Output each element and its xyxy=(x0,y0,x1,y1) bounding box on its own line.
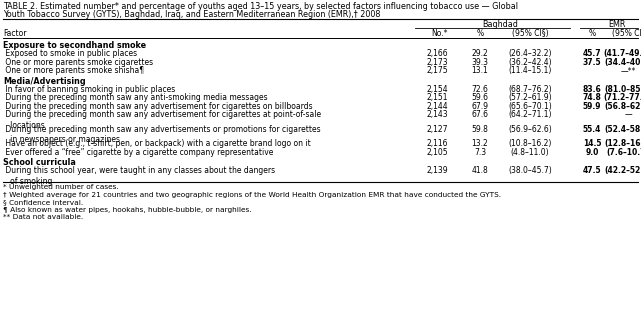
Text: One or more parents smoke cigarettes: One or more parents smoke cigarettes xyxy=(3,58,153,66)
Text: 13.2: 13.2 xyxy=(472,139,488,148)
Text: (65.6–70.1): (65.6–70.1) xyxy=(508,102,552,111)
Text: 29.2: 29.2 xyxy=(472,49,488,58)
Text: Ever offered a “free” cigarette by a cigarette company representative: Ever offered a “free” cigarette by a cig… xyxy=(3,148,273,156)
Text: (56.8–62.9): (56.8–62.9) xyxy=(604,102,641,111)
Text: 14.5: 14.5 xyxy=(583,139,601,148)
Text: (10.8–16.2): (10.8–16.2) xyxy=(508,139,552,148)
Text: (26.4–32.2): (26.4–32.2) xyxy=(508,49,552,58)
Text: 13.1: 13.1 xyxy=(472,66,488,75)
Text: (38.0–45.7): (38.0–45.7) xyxy=(508,166,552,175)
Text: (57.2–61.9): (57.2–61.9) xyxy=(508,93,552,102)
Text: 72.6: 72.6 xyxy=(472,85,488,94)
Text: 2,173: 2,173 xyxy=(426,58,448,66)
Text: § Confidence interval.: § Confidence interval. xyxy=(3,199,83,205)
Text: 47.5: 47.5 xyxy=(583,166,601,175)
Text: 41.8: 41.8 xyxy=(472,166,488,175)
Text: 2,175: 2,175 xyxy=(426,66,448,75)
Text: (12.8–16.4): (12.8–16.4) xyxy=(604,139,641,148)
Text: 55.4: 55.4 xyxy=(583,125,601,134)
Text: (7.6–10.7): (7.6–10.7) xyxy=(606,148,641,156)
Text: (42.2–52.8): (42.2–52.8) xyxy=(604,166,641,175)
Text: Have an object (e.g., t-shirt, pen, or backpack) with a cigarette brand logo on : Have an object (e.g., t-shirt, pen, or b… xyxy=(3,139,311,148)
Text: —**: —** xyxy=(620,66,636,75)
Text: 2,127: 2,127 xyxy=(426,125,448,134)
Text: (41.7–49.8): (41.7–49.8) xyxy=(604,49,641,58)
Text: No.*: No.* xyxy=(431,29,448,38)
Text: (11.4–15.1): (11.4–15.1) xyxy=(508,66,552,75)
Text: —: — xyxy=(624,110,632,119)
Text: One or more parents smoke shisha¶: One or more parents smoke shisha¶ xyxy=(3,66,144,75)
Text: 67.9: 67.9 xyxy=(472,102,488,111)
Text: 9.0: 9.0 xyxy=(585,148,599,156)
Text: 74.8: 74.8 xyxy=(583,93,601,102)
Text: (95% CI): (95% CI) xyxy=(612,29,641,38)
Text: 2,143: 2,143 xyxy=(426,110,448,119)
Text: * Unweighted number of cases.: * Unweighted number of cases. xyxy=(3,184,119,190)
Text: %: % xyxy=(476,29,483,38)
Text: 7.3: 7.3 xyxy=(474,148,486,156)
Text: Factor: Factor xyxy=(3,29,26,38)
Text: 59.6: 59.6 xyxy=(472,93,488,102)
Text: EMR: EMR xyxy=(608,20,625,29)
Text: ¶ Also known as water pipes, hookahs, hubble-bubble, or narghiles.: ¶ Also known as water pipes, hookahs, hu… xyxy=(3,207,252,213)
Text: During the preceding month saw any advertisements or promotions for cigarettes
 : During the preceding month saw any adver… xyxy=(3,125,320,144)
Text: During the preceding month saw any anti-smoking media messages: During the preceding month saw any anti-… xyxy=(3,93,268,102)
Text: (56.9–62.6): (56.9–62.6) xyxy=(508,125,552,134)
Text: (71.2–77.9): (71.2–77.9) xyxy=(604,93,641,102)
Text: 83.6: 83.6 xyxy=(583,85,601,94)
Text: School curricula: School curricula xyxy=(3,158,76,167)
Text: 39.3: 39.3 xyxy=(472,58,488,66)
Text: 2,105: 2,105 xyxy=(426,148,448,156)
Text: 59.8: 59.8 xyxy=(472,125,488,134)
Text: (52.4–58.4): (52.4–58.4) xyxy=(604,125,641,134)
Text: 2,166: 2,166 xyxy=(426,49,448,58)
Text: Media/Advertising: Media/Advertising xyxy=(3,76,86,86)
Text: Youth Tobacco Survey (GYTS), Baghdad, Iraq, and Eastern Mediterranean Region (EM: Youth Tobacco Survey (GYTS), Baghdad, Ir… xyxy=(3,10,380,19)
Text: † Weighted average for 21 countries and two geographic regions of the World Heal: † Weighted average for 21 countries and … xyxy=(3,192,501,198)
Text: (4.8–11.0): (4.8–11.0) xyxy=(511,148,549,156)
Text: 59.9: 59.9 xyxy=(583,102,601,111)
Text: (34.4–40.7): (34.4–40.7) xyxy=(604,58,641,66)
Text: %: % xyxy=(588,29,595,38)
Text: Baghdad: Baghdad xyxy=(482,20,518,29)
Text: During the preceding month saw any advertisement for cigarettes at point-of-sale: During the preceding month saw any adver… xyxy=(3,110,321,130)
Text: 2,116: 2,116 xyxy=(426,139,448,148)
Text: 2,154: 2,154 xyxy=(426,85,448,94)
Text: During the preceding month saw any advertisement for cigarettes on billboards: During the preceding month saw any adver… xyxy=(3,102,313,111)
Text: Exposed to smoke in public places: Exposed to smoke in public places xyxy=(3,49,137,58)
Text: (36.2–42.4): (36.2–42.4) xyxy=(508,58,552,66)
Text: 2,144: 2,144 xyxy=(426,102,448,111)
Text: Exposure to secondhand smoke: Exposure to secondhand smoke xyxy=(3,41,146,50)
Text: 2,151: 2,151 xyxy=(426,93,448,102)
Text: 45.7: 45.7 xyxy=(583,49,601,58)
Text: 2,139: 2,139 xyxy=(426,166,448,175)
Text: (81.0–85.9): (81.0–85.9) xyxy=(604,85,641,94)
Text: 67.6: 67.6 xyxy=(472,110,488,119)
Text: 37.5: 37.5 xyxy=(583,58,601,66)
Text: ** Data not available.: ** Data not available. xyxy=(3,214,83,220)
Text: (95% CI§): (95% CI§) xyxy=(512,29,548,38)
Text: (68.7–76.2): (68.7–76.2) xyxy=(508,85,552,94)
Text: TABLE 2. Estimated number* and percentage of youths aged 13–15 years, by selecte: TABLE 2. Estimated number* and percentag… xyxy=(3,2,518,11)
Text: In favor of banning smoking in public places: In favor of banning smoking in public pl… xyxy=(3,85,175,94)
Text: During this school year, were taught in any classes about the dangers
   of smok: During this school year, were taught in … xyxy=(3,166,275,186)
Text: (64.2–71.1): (64.2–71.1) xyxy=(508,110,552,119)
